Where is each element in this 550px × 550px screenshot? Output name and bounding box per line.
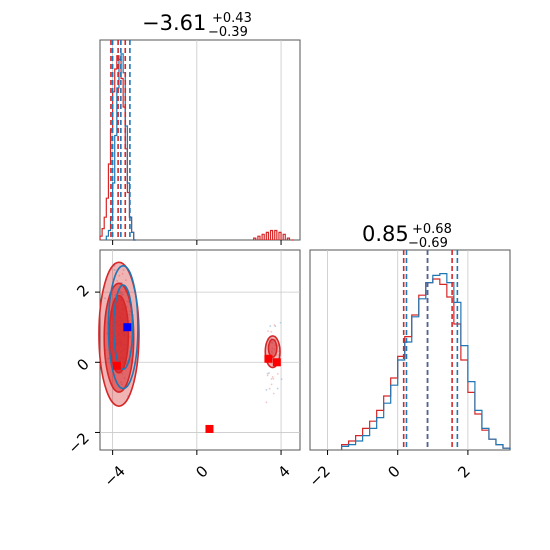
scatter-point <box>280 378 283 381</box>
tick-label-p2-2: 2 <box>73 281 92 300</box>
marker-square-red <box>205 424 214 433</box>
scatter-point <box>116 280 118 282</box>
title-param2-minus: −0.69 <box>408 236 448 251</box>
scatter-point <box>266 374 269 377</box>
scatter-point <box>113 264 116 267</box>
scatter-point <box>125 279 127 282</box>
scatter-point <box>273 324 276 326</box>
title-param1-value: −3.61 <box>142 11 206 35</box>
tick-label-p2-neg2: −2 <box>64 429 92 457</box>
marker-square-blue <box>123 323 132 332</box>
contour-layer <box>98 261 281 407</box>
tick-label-p1-4: 4 <box>274 462 293 481</box>
tick-label-p3-neg2: −2 <box>305 462 333 490</box>
scatter-point <box>270 362 272 365</box>
scatter-point <box>272 392 275 395</box>
scatter-point <box>267 330 269 333</box>
tick-marks-layer <box>95 240 469 455</box>
scatter-point <box>265 388 268 391</box>
tick-label-p1-neg4: −4 <box>100 462 128 490</box>
scatter-point <box>270 383 273 386</box>
title-param2-value: 0.85 <box>362 222 409 246</box>
title-param1-plus: +0.43 <box>212 11 252 26</box>
title-param1-minus: −0.39 <box>208 25 248 40</box>
tick-label-p2-0: 0 <box>73 355 92 374</box>
scatter-point <box>269 325 272 327</box>
scatter-point <box>121 272 124 275</box>
scatter-point <box>118 274 121 277</box>
scatter-point <box>272 377 275 380</box>
scatter-point <box>268 387 271 390</box>
histogram-param2-red <box>340 278 511 450</box>
contour-blue-outer <box>107 264 139 390</box>
title-param2-plus: +0.68 <box>412 222 452 237</box>
scatter-point <box>271 376 274 378</box>
contour-blue-inner <box>112 284 134 371</box>
grid-layer <box>100 40 469 450</box>
quantile-lines-layer <box>110 40 459 450</box>
scatter-point <box>265 401 268 404</box>
tick-label-p3-0: 0 <box>384 462 403 481</box>
scatter-point <box>104 297 106 300</box>
scatter-point <box>270 330 273 333</box>
tick-label-p1-0: 0 <box>192 462 211 481</box>
contour-red-secondary-inner <box>267 338 278 358</box>
marker-square-red <box>112 361 121 370</box>
scatter-point <box>268 372 270 374</box>
marker-square-red <box>272 358 281 367</box>
scatter-point <box>277 350 280 353</box>
histogram-layer <box>99 53 511 450</box>
histogram-param2-blue <box>340 273 511 450</box>
panel-frame-bottom-right <box>309 249 511 451</box>
panel-frame-top-left <box>99 39 301 241</box>
scatter-point <box>266 372 269 375</box>
scatter-point <box>113 269 116 271</box>
scatter-point <box>270 378 273 380</box>
scatter-point <box>276 387 279 390</box>
scatter-point <box>276 373 279 375</box>
scatter-point <box>122 269 125 271</box>
marker-square-red <box>264 354 273 363</box>
histogram-param1-red <box>99 55 294 241</box>
marker-layer <box>112 323 281 433</box>
contour-red-inner <box>108 294 130 374</box>
scatter-point <box>279 321 282 324</box>
tick-label-p3-2: 2 <box>454 462 473 481</box>
